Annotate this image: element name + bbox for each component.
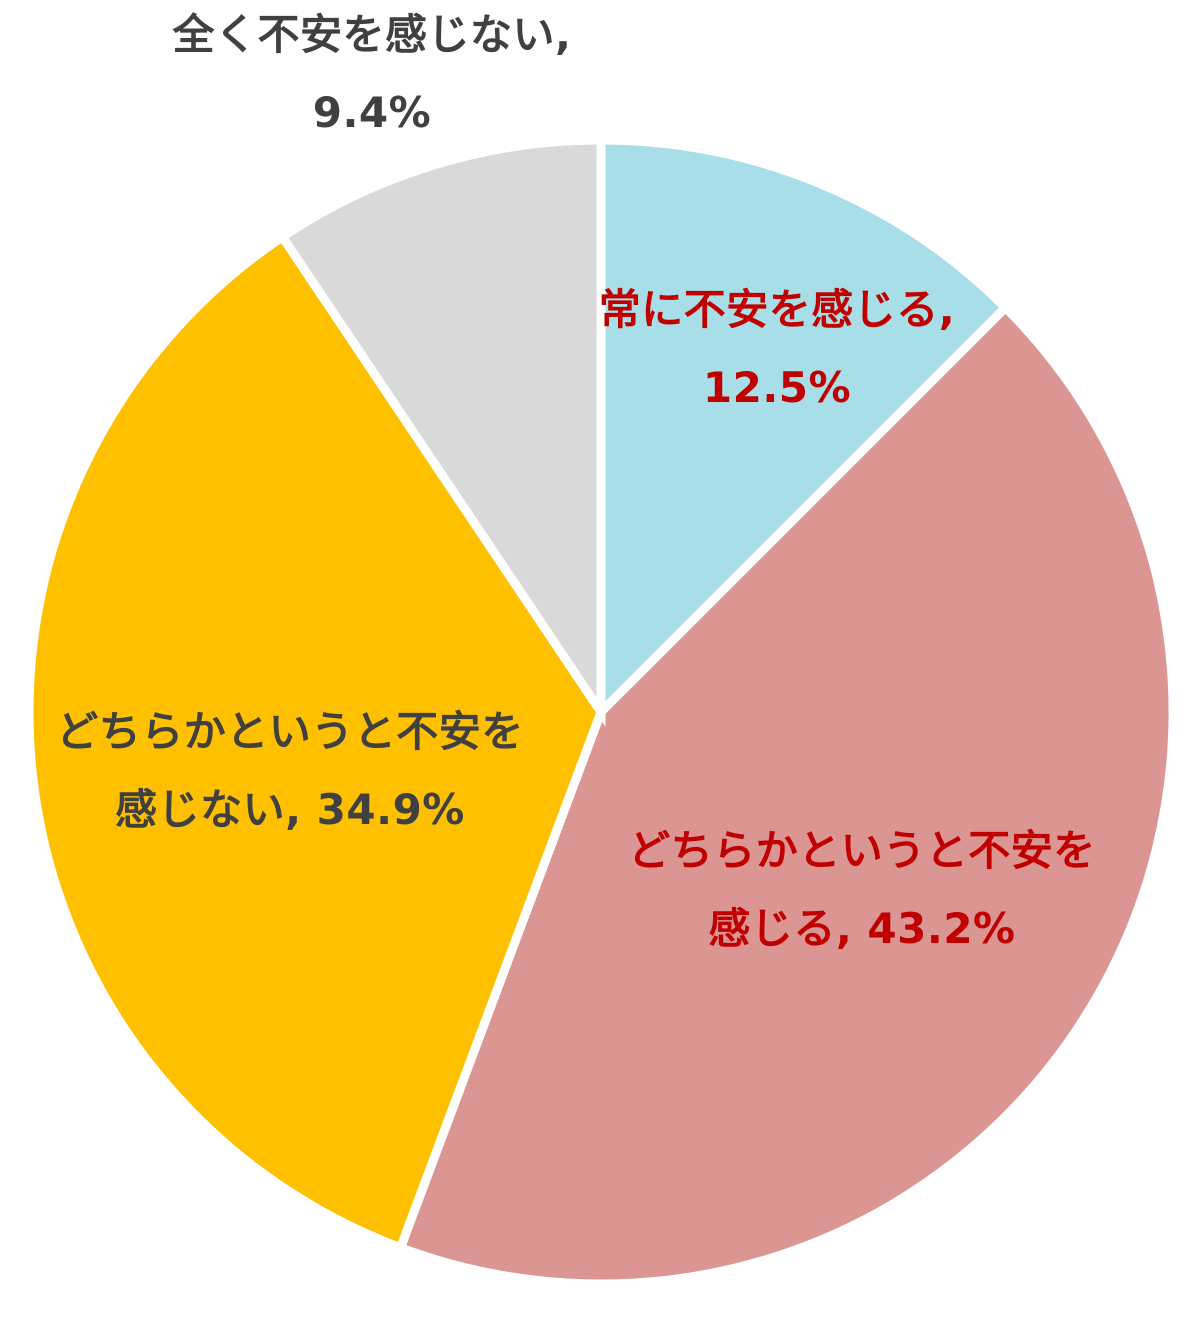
pie-slices [24, 135, 1178, 1289]
pie-slice-4 [276, 135, 606, 727]
slice-label-3: どちらかというと不安を 感じない, 34.9% [56, 693, 524, 849]
slice-label-line: 常に不安を感じる, [598, 285, 956, 334]
pie-slice-2 [394, 301, 1178, 1289]
slice-label-line: 感じない, 34.9% [115, 785, 465, 834]
pie-slice-3 [24, 230, 607, 1254]
slice-label-line: どちらかというと不安を [628, 826, 1096, 875]
slice-label-line: どちらかというと不安を [56, 707, 524, 756]
slice-label-line: 感じる, 43.2% [708, 904, 1016, 953]
slice-label-1: 常に不安を感じる, 12.5% [599, 271, 955, 427]
slice-label-4: 全く不安を感じない, 9.4% [173, 0, 572, 152]
slice-label-line: 9.4% [312, 88, 432, 137]
pie-slice-1 [596, 135, 1012, 723]
slice-label-line: 12.5% [702, 363, 852, 412]
slice-label-line: 全く不安を感じない, [172, 10, 572, 59]
slice-label-2: どちらかというと不安を 感じる, 43.2% [628, 812, 1096, 968]
